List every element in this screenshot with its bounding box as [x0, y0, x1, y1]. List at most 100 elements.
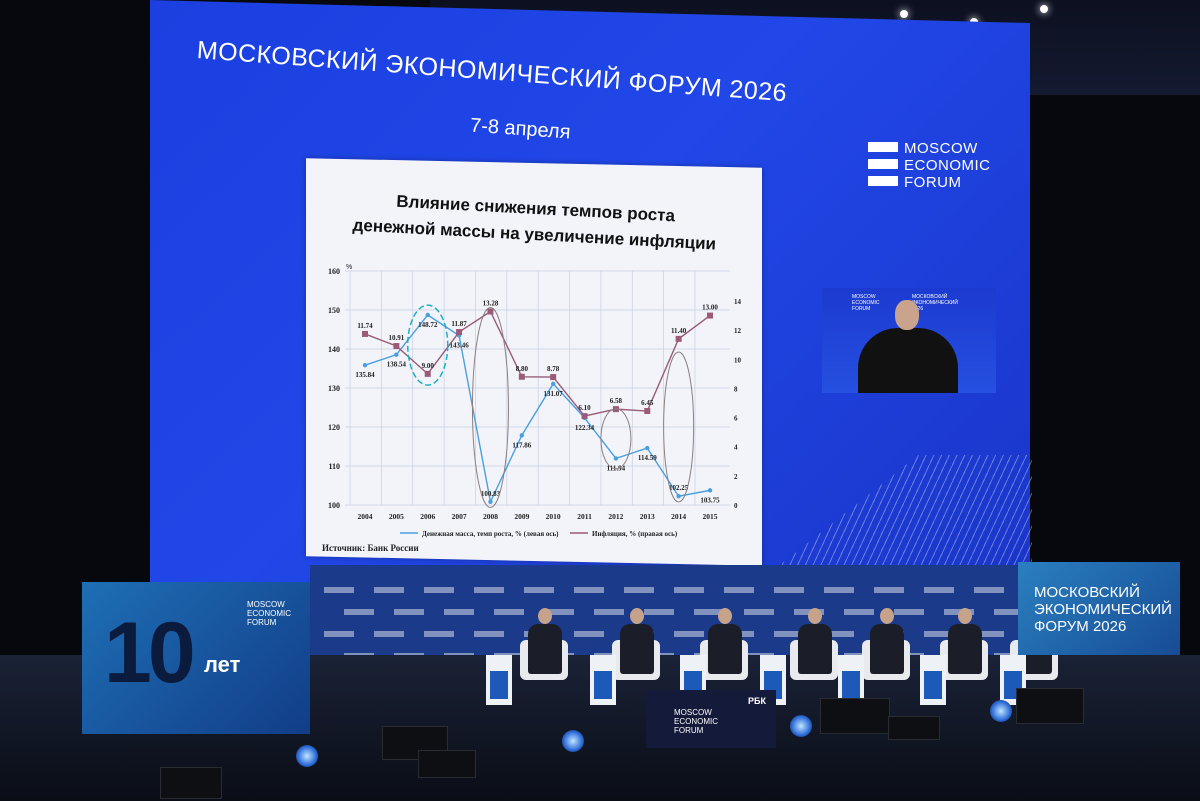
data-label: 13.28	[483, 299, 499, 307]
series-line	[364, 314, 711, 505]
backdrop-logo	[644, 609, 674, 615]
data-point	[394, 352, 399, 357]
highlight-ellipse	[406, 304, 449, 386]
x-tick-label: 2011	[577, 512, 592, 521]
stage-monitor	[888, 716, 940, 740]
stage-light	[990, 700, 1012, 722]
x-tick-label: 2009	[514, 512, 529, 521]
backdrop-logo	[824, 587, 854, 593]
speaker-head	[895, 300, 919, 330]
panelist	[798, 608, 832, 674]
backdrop-logo	[324, 587, 354, 593]
banner-logo: MOSCOW ECONOMIC FORUM	[247, 600, 291, 627]
left-tick-label: 100	[328, 501, 340, 510]
x-tick-label: 2007	[452, 512, 467, 521]
logo-line: MOSCOW	[904, 140, 978, 157]
legend-label: Денежная масса, темп роста, % (левая ось…	[422, 530, 559, 538]
podium-logo: MOSCOW ECONOMIC FORUM	[674, 708, 718, 735]
backdrop-logo	[324, 631, 354, 637]
backdrop-logo	[774, 587, 804, 593]
x-tick-label: 2004	[358, 512, 373, 521]
panelist	[948, 608, 982, 674]
forum-banner: МОСКОВСКИЙ ЭКОНОМИЧЕСКИЙ ФОРУМ 2026	[1018, 562, 1180, 655]
data-point	[518, 373, 525, 380]
data-label: 6.45	[641, 399, 654, 407]
backdrop-logo	[544, 609, 574, 615]
panelist	[708, 608, 742, 674]
data-label: 138.54	[387, 361, 407, 369]
data-label: 143.46	[449, 342, 469, 350]
data-point	[613, 456, 619, 461]
data-label: 11.40	[671, 327, 687, 335]
backdrop-logo	[424, 631, 454, 637]
data-point	[675, 335, 682, 342]
x-tick-label: 2014	[671, 512, 686, 521]
data-label: 11.74	[357, 322, 373, 330]
speaker	[858, 328, 958, 393]
backdrop-logo	[674, 631, 704, 637]
panelist	[620, 608, 654, 674]
data-point	[581, 413, 588, 420]
backdrop-logo	[444, 609, 474, 615]
data-point	[644, 408, 651, 415]
right-tick-label: 14	[734, 298, 742, 306]
panelist	[870, 608, 904, 674]
series-line	[364, 310, 711, 417]
left-tick-label: 140	[328, 345, 340, 354]
right-tick-label: 8	[734, 385, 738, 393]
data-label: 9.00	[422, 362, 435, 370]
data-label: 117.86	[512, 441, 531, 449]
data-label: 6.10	[578, 404, 591, 412]
data-point	[487, 308, 494, 315]
backdrop-logo	[774, 631, 804, 637]
left-tick-label: 120	[328, 423, 340, 432]
backdrop-logo	[744, 609, 774, 615]
backdrop-logo	[474, 587, 504, 593]
right-tick-label: 4	[734, 444, 738, 452]
x-tick-label: 2008	[483, 512, 498, 521]
logo-line: FORUM	[904, 174, 962, 191]
data-point	[362, 330, 368, 337]
backdrop-logo	[374, 631, 404, 637]
backdrop-logo	[574, 587, 604, 593]
data-label: 10.91	[388, 334, 404, 342]
highlight-ellipse	[471, 307, 509, 508]
inset-center-text: МОСКОВСКИЙ ЭКОНОМИЧЕСКИЙ 2026	[912, 294, 958, 312]
side-table	[838, 655, 864, 705]
data-label: 114.59	[638, 454, 657, 462]
stage-light	[790, 715, 812, 737]
data-label: 100.83	[481, 490, 501, 498]
logo-line: ECONOMIC	[904, 157, 991, 174]
backdrop-logo	[624, 587, 654, 593]
backdrop-logo	[374, 587, 404, 593]
data-label: 122.34	[575, 424, 595, 432]
data-point	[676, 494, 681, 499]
backdrop-logo	[674, 587, 704, 593]
data-point	[707, 312, 713, 319]
x-tick-label: 2010	[546, 512, 561, 521]
backdrop-logo	[974, 587, 1004, 593]
stage-monitor	[160, 767, 222, 799]
backdrop-logo	[424, 587, 454, 593]
data-point	[424, 370, 431, 377]
left-tick-label: 110	[328, 462, 340, 471]
legend-label: Инфляция, % (правая ось)	[592, 530, 678, 538]
slide-source: Источник: Банк России	[322, 543, 419, 553]
data-label: 135.84	[355, 371, 375, 379]
left-tick-label: 130	[328, 384, 340, 393]
backdrop-logo	[494, 609, 524, 615]
right-tick-label: 10	[734, 356, 742, 364]
data-label: 148.72	[418, 321, 438, 329]
sponsor-logo: РБК	[748, 696, 766, 706]
data-label: 13.00	[702, 304, 718, 312]
data-label: 131.07	[544, 390, 564, 398]
ceiling-light	[1040, 5, 1048, 13]
highlight-ellipse	[663, 351, 695, 503]
left-tick-label: 160	[328, 267, 340, 276]
backdrop-logo	[724, 587, 754, 593]
stage-monitor	[1016, 688, 1084, 724]
stage-light	[562, 730, 584, 752]
stage-monitor	[418, 750, 476, 778]
left-tick-label: 150	[328, 306, 340, 315]
backdrop-logo	[874, 587, 904, 593]
